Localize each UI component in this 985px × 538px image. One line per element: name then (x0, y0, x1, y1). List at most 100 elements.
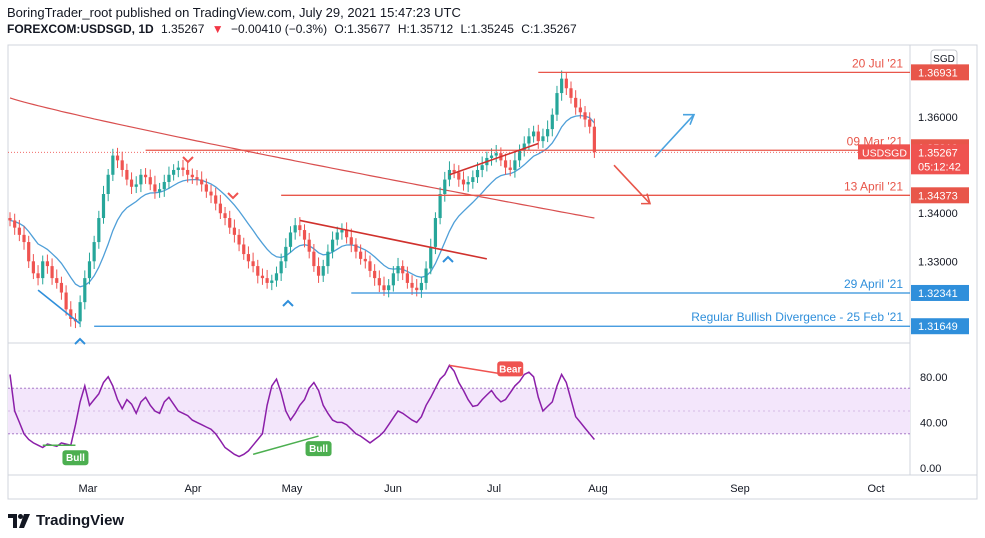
footer-brand[interactable]: TradingView (8, 512, 124, 529)
candle-body (588, 119, 592, 127)
time-axis-tick: Aug (588, 483, 608, 495)
candle-body (41, 261, 45, 279)
candle-body (45, 261, 49, 267)
candle-body (415, 287, 419, 291)
candle-body (424, 268, 428, 283)
candle-body (517, 150, 522, 161)
candle-body (410, 282, 414, 288)
candle-body (438, 194, 442, 219)
candle-body (195, 177, 199, 180)
candle-body (326, 251, 330, 267)
candle-body (134, 184, 138, 187)
candle-body (139, 174, 143, 185)
candle-body (312, 251, 316, 267)
candle-body (405, 273, 409, 283)
divergence-badge (62, 450, 89, 466)
price-label-tag (911, 318, 969, 335)
candle-body (120, 160, 124, 170)
candle-body (176, 167, 180, 170)
ascending-trendline (449, 142, 539, 176)
candle-body (83, 278, 87, 303)
candle-body (293, 225, 297, 233)
candle-body (345, 230, 349, 238)
candle-body (78, 302, 82, 322)
rsi-pane: Bull Bull Bear (8, 361, 910, 466)
candle-body (111, 155, 115, 175)
candle-body (237, 234, 241, 245)
candle-body (214, 195, 218, 204)
bullish-chevron-icon (442, 255, 454, 263)
candle-body (466, 181, 470, 185)
candle-body (279, 261, 283, 274)
candle-body (50, 266, 54, 279)
candle-body (457, 172, 461, 180)
symbol-tag (858, 144, 910, 160)
time-axis-tick: Jun (384, 483, 402, 495)
candle-body (461, 179, 466, 185)
candle-body (153, 184, 157, 192)
level-annotation: 29 April '21 (844, 277, 903, 291)
candle-body (527, 136, 531, 144)
candle-body (433, 218, 438, 247)
candle-body (158, 189, 162, 192)
candle-body (536, 131, 540, 142)
candle-body (260, 275, 265, 279)
candle-body (242, 244, 246, 255)
slow-moving-average-line (9, 97, 595, 219)
brand-name: TradingView (36, 512, 125, 529)
candle-body (335, 232, 339, 240)
high-value: H:1.35712 (397, 22, 454, 36)
candle-body (503, 160, 508, 168)
current-price-tag (911, 144, 969, 175)
candle-body (349, 237, 353, 245)
candle-body (92, 242, 96, 262)
symbol-tag-label: USDSGD (862, 147, 907, 159)
price-label: 1.31649 (918, 321, 958, 333)
candle-body (546, 129, 550, 137)
projection-up-arrow-icon (654, 114, 695, 158)
candle-body (578, 107, 582, 113)
candle-body (59, 282, 64, 293)
bullish-chevron-icon (74, 337, 86, 345)
candle-body (489, 155, 494, 158)
candle-body (494, 153, 498, 156)
candle-body (340, 230, 344, 233)
divergence-badge (305, 441, 332, 457)
change-arrow-icon: ▼ (211, 22, 224, 36)
candle-body (419, 282, 423, 291)
candle-body (541, 136, 545, 142)
projection-up-arrowhead-icon (683, 113, 696, 125)
open-value: O:1.35677 (334, 22, 391, 36)
candle-body (256, 266, 260, 276)
close-value: C:1.35267 (521, 22, 577, 36)
bar-countdown-label: 05:12:42 (918, 161, 961, 173)
time-axis-tick: Mar (79, 483, 98, 495)
rsi-axis-tick: 0.00 (920, 463, 941, 475)
time-axis-tick: Sep (730, 483, 750, 495)
candle-body (307, 239, 311, 252)
candle-body (101, 194, 106, 219)
bearish-chevron-icon (227, 192, 239, 200)
price-label: 1.32341 (918, 288, 958, 300)
candle-body (475, 169, 480, 178)
last-price: 1.35267 (161, 22, 205, 36)
symbol-label[interactable]: FOREXCOM:USDSGD, 1D (7, 22, 154, 36)
rsi-line (9, 364, 595, 458)
price-axis-tick: 1.36000 (918, 112, 958, 124)
level-annotation: 20 Jul '21 (852, 56, 903, 70)
candle-body (8, 218, 12, 221)
candle-body (363, 258, 367, 262)
divergence-badge-label: Bear (499, 364, 521, 375)
rsi-axis-tick: 40.00 (920, 417, 948, 429)
candle-body (532, 131, 536, 137)
tradingview-logo-icon (8, 513, 30, 528)
rsi-bull-divergence-line (252, 435, 319, 456)
candle-body (172, 169, 176, 175)
candle-body (17, 227, 21, 235)
divergence-badge (497, 361, 524, 377)
candle-body (125, 169, 129, 180)
divergence-trendline (37, 289, 81, 325)
candle-body (396, 266, 400, 274)
